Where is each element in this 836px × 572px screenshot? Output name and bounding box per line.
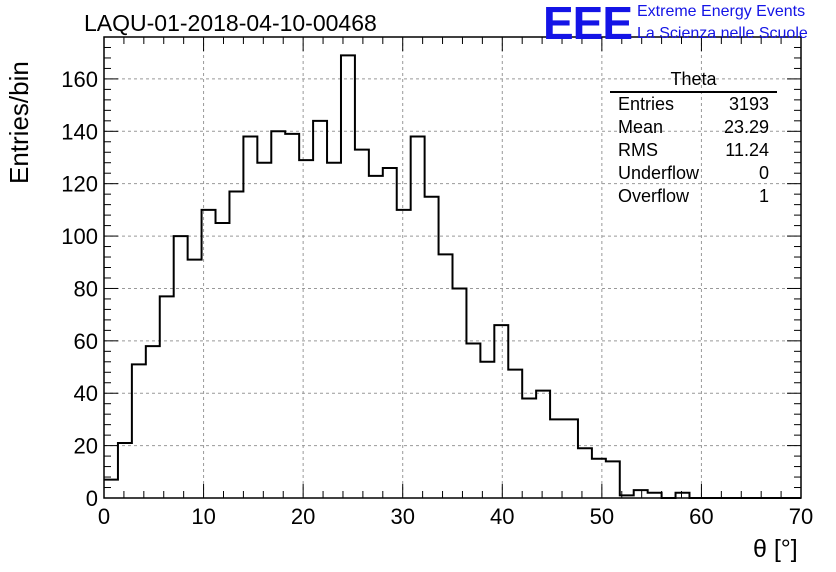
stats-label: RMS — [618, 140, 658, 160]
stats-label: Overflow — [618, 186, 690, 206]
histogram-bin — [369, 176, 383, 498]
histogram-bin — [592, 459, 606, 498]
histogram-bin — [439, 254, 453, 498]
histogram-bin — [480, 362, 494, 498]
stats-label: Entries — [618, 94, 675, 114]
histogram-bin — [313, 121, 327, 498]
x-tick-label: 70 — [789, 504, 813, 529]
eee-logo: EEE — [543, 0, 633, 49]
stats-value: 23.29 — [723, 117, 769, 137]
histogram-bin — [494, 325, 508, 498]
histogram-bin — [508, 370, 522, 498]
stats-box: Theta Entries 3193 Mean 23.29 RMS 11.24 … — [610, 68, 777, 208]
x-tick-label: 10 — [191, 504, 215, 529]
stats-row-underflow: Underflow 0 — [610, 162, 777, 185]
histogram-bin — [550, 419, 564, 498]
y-tick-label: 160 — [61, 67, 98, 92]
histogram-bin — [634, 490, 648, 498]
x-tick-label: 30 — [390, 504, 414, 529]
stats-label: Underflow — [618, 163, 700, 183]
histogram-bin — [383, 168, 397, 498]
x-tick-label: 50 — [590, 504, 614, 529]
x-tick-label: 20 — [291, 504, 315, 529]
histogram-bin — [466, 343, 480, 498]
histogram-bin — [229, 192, 243, 498]
histogram-bin — [397, 210, 411, 498]
y-tick-label: 140 — [61, 119, 98, 144]
histogram-bin — [146, 346, 160, 498]
histogram-bin — [243, 137, 257, 498]
stats-value: 1 — [758, 186, 769, 206]
histogram-bin — [160, 296, 174, 498]
y-axis-label: Entries/bin — [4, 61, 34, 184]
stats-value: 11.24 — [725, 140, 769, 160]
stats-title: Theta — [610, 68, 777, 93]
chart-title: LAQU-01-2018-04-10-00468 — [84, 10, 377, 36]
histogram-bin — [285, 134, 299, 498]
stats-value: 3193 — [728, 94, 769, 114]
histogram-bin — [411, 137, 425, 498]
histogram-bin — [271, 131, 285, 498]
histogram-bin — [578, 448, 592, 498]
stats-row-overflow: Overflow 1 — [610, 185, 777, 208]
histogram-bin — [341, 55, 355, 498]
histogram-bin — [564, 419, 578, 498]
histogram-bin — [327, 163, 341, 498]
histogram-bin — [299, 160, 313, 498]
histogram-bin — [606, 461, 620, 498]
histogram-bin — [425, 197, 439, 498]
histogram-bin — [522, 398, 536, 498]
y-tick-label: 40 — [74, 381, 98, 406]
histogram-bin — [216, 223, 230, 498]
y-tick-label: 80 — [74, 276, 98, 301]
stats-value: 0 — [758, 163, 769, 183]
y-tick-label: 120 — [61, 172, 98, 197]
histogram-bin — [188, 260, 202, 498]
stats-row-entries: Entries 3193 — [610, 93, 777, 116]
histogram-bin — [104, 480, 118, 498]
y-tick-label: 0 — [86, 486, 98, 511]
x-tick-label: 60 — [689, 504, 713, 529]
stats-row-rms: RMS 11.24 — [610, 139, 777, 162]
stats-row-mean: Mean 23.29 — [610, 116, 777, 139]
x-axis-label: θ [°] — [753, 535, 798, 563]
x-tick-label: 40 — [490, 504, 514, 529]
y-tick-label: 60 — [74, 329, 98, 354]
histogram-bin — [132, 364, 146, 498]
histogram-bin — [118, 443, 132, 498]
histogram-outline — [104, 54, 801, 499]
y-tick-label: 100 — [61, 224, 98, 249]
stats-label: Mean — [618, 117, 664, 137]
histogram-bin — [536, 391, 550, 498]
histogram-bin — [174, 236, 188, 498]
histogram-bin — [257, 163, 271, 498]
y-tick-label: 20 — [74, 434, 98, 459]
x-tick-label: 0 — [98, 504, 110, 529]
logo-text-line1: Extreme Energy Events — [637, 3, 806, 20]
logo-text-line2: La Scienza nelle Scuole — [637, 25, 808, 42]
